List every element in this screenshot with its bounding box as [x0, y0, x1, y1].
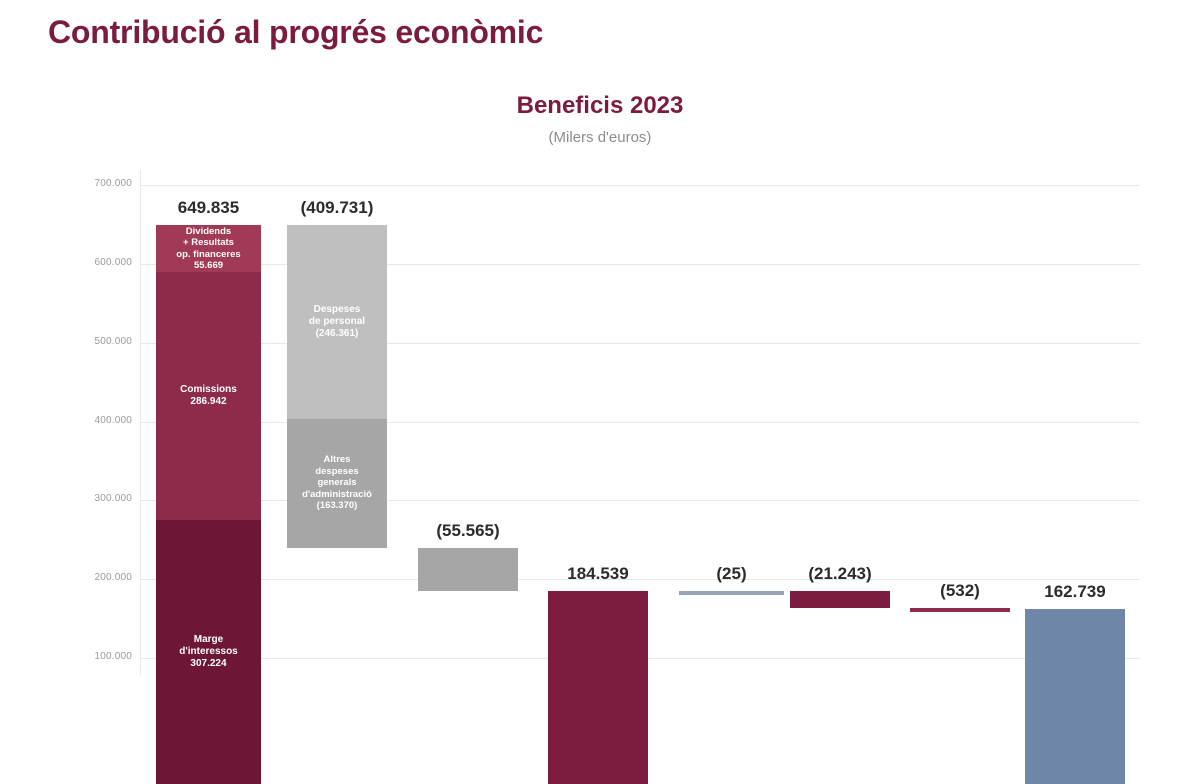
- page-title: Contribució al progrés econòmic: [48, 14, 544, 50]
- bar-4: [548, 591, 648, 784]
- waterfall-chart: 100.000 200.000 300.000 400.000 500.000 600.0…: [0, 170, 1200, 784]
- gridline: [140, 579, 1140, 581]
- y-axis-tick-label: 400.000: [94, 414, 132, 426]
- bar-value-label: (532): [940, 581, 980, 601]
- bar-value-label: (409.731): [300, 197, 374, 217]
- bar-segment-label: Altres despeses generals d'administració (16…: [302, 454, 372, 512]
- chart-subtitle: (Milers d'euros): [548, 129, 652, 146]
- y-axis-tick-label: 100.000: [94, 651, 132, 662]
- y-axis-line: [140, 170, 141, 675]
- y-axis-tick-label: 300.000: [94, 493, 132, 505]
- gridline: [140, 500, 1140, 502]
- bar-1: Dividends + Resultats op. financeres 55.669…: [156, 224, 261, 784]
- bar-segment: Altres despeses generals d'administració (16…: [287, 418, 387, 548]
- bar-segment: Marge d'interessos 307.224: [156, 519, 261, 784]
- gridline: [140, 421, 1140, 423]
- bar-segment: Comissions 286.942: [156, 272, 261, 520]
- bar-value-label: (25): [716, 564, 747, 584]
- bar-value-label: (55.565): [436, 520, 500, 540]
- bar-value-label: 162.739: [1044, 581, 1106, 601]
- y-axis-tick-label: 200.000: [94, 572, 132, 584]
- bar-6: [790, 591, 890, 609]
- bar-5: [679, 591, 784, 596]
- bar-2: Despeses de personal (246.361) Altres despes…: [287, 224, 387, 548]
- bar-8: [1025, 608, 1125, 784]
- bar-segment: Despeses de personal (246.361): [287, 224, 387, 419]
- gridline: [140, 342, 1140, 344]
- bar-7: [910, 608, 1010, 613]
- y-axis-tick-label: 700.000: [94, 178, 132, 189]
- gridline: [140, 185, 1140, 186]
- bar-segment-label: Dividends + Resultats op. financeres 55.669: [176, 225, 241, 272]
- bar-value-label: 184.539: [567, 564, 629, 584]
- bar-segment-label: Comissions 286.942: [180, 384, 237, 407]
- bar-3: [418, 547, 518, 592]
- bar-segment-label: Despeses de personal (246.361): [308, 303, 366, 339]
- bar-value-label: (21.243): [808, 564, 872, 584]
- y-axis-tick-label: 500.000: [94, 335, 132, 347]
- bar-segment: Dividends + Resultats op. financeres 55.669: [156, 224, 261, 273]
- chart-title: Beneficis 2023: [516, 92, 684, 119]
- bar-value-label: 649.835: [177, 197, 240, 217]
- y-axis-tick-label: 600.000: [94, 256, 132, 268]
- bar-segment-label: Marge d'interessos 307.224: [179, 633, 238, 669]
- gridline: [140, 263, 1140, 265]
